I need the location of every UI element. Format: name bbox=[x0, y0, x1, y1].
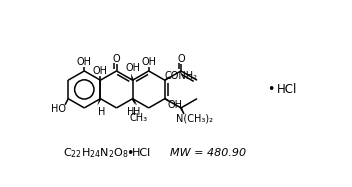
Text: •: • bbox=[267, 83, 275, 96]
Text: CONH₂: CONH₂ bbox=[165, 70, 197, 81]
Text: O: O bbox=[113, 54, 120, 64]
Text: H: H bbox=[133, 107, 140, 117]
Text: H: H bbox=[98, 107, 106, 117]
Text: N(CH₃)₂: N(CH₃)₂ bbox=[176, 114, 213, 124]
Polygon shape bbox=[97, 98, 101, 106]
Text: C$_{22}$H$_{24}$N$_{2}$O$_{8}$: C$_{22}$H$_{24}$N$_{2}$O$_{8}$ bbox=[63, 146, 129, 160]
Polygon shape bbox=[132, 98, 136, 106]
Text: O: O bbox=[177, 54, 185, 64]
Text: •: • bbox=[126, 147, 133, 160]
Text: OH: OH bbox=[93, 66, 108, 76]
Text: HO: HO bbox=[51, 105, 67, 114]
Text: MW = 480.90: MW = 480.90 bbox=[170, 148, 246, 158]
Text: OH: OH bbox=[168, 100, 182, 110]
Polygon shape bbox=[180, 107, 184, 114]
Text: OH: OH bbox=[141, 57, 156, 67]
Text: HCl: HCl bbox=[132, 148, 152, 158]
Text: CH₃: CH₃ bbox=[130, 113, 148, 123]
Text: OH: OH bbox=[77, 57, 92, 67]
Text: OH: OH bbox=[125, 63, 140, 73]
Text: HCl: HCl bbox=[277, 83, 297, 96]
Polygon shape bbox=[132, 98, 137, 106]
Text: H: H bbox=[127, 107, 134, 117]
Polygon shape bbox=[131, 73, 134, 80]
